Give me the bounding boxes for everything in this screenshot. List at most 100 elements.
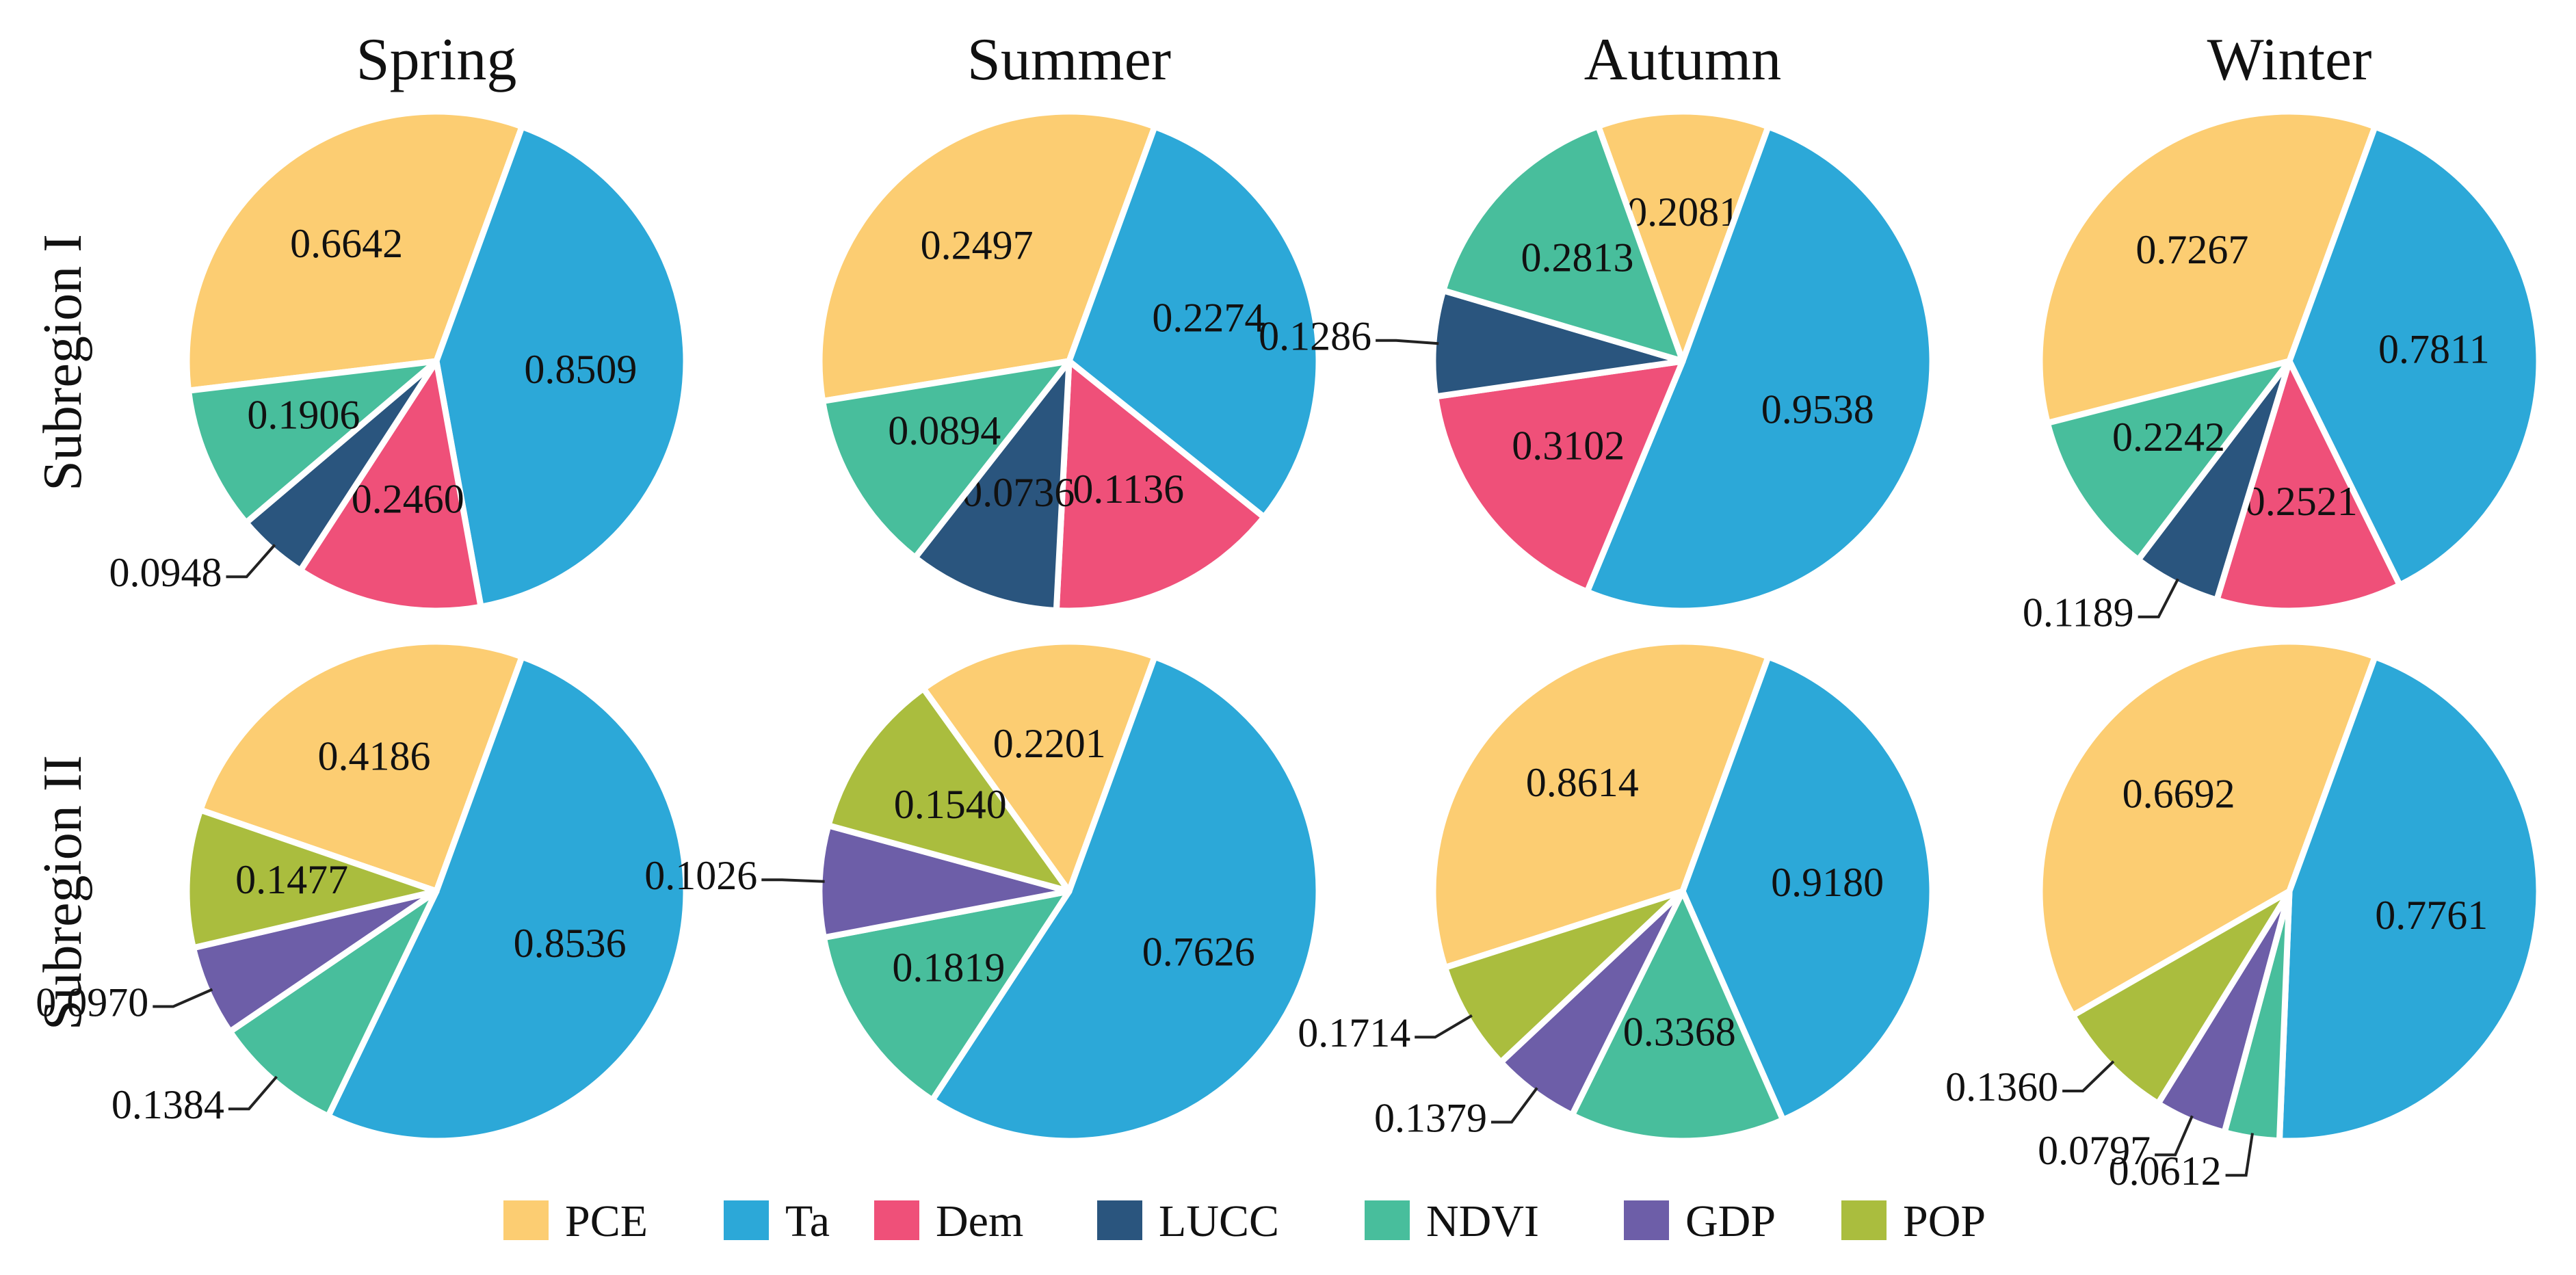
leader-line-gdp (153, 988, 213, 1008)
leader-line-lucc (2138, 578, 2179, 618)
slice-label-pce: 0.2497 (921, 223, 1034, 268)
column-title-winter: Winter (2207, 27, 2372, 93)
pie-subregion-i-winter: 0.7267 0.7811 0.2521 0.1189 0.2242 (2023, 108, 2542, 635)
slice-ta (433, 123, 689, 610)
slice-ndvi (819, 358, 1073, 561)
slice-label-ndvi: 0.0894 (888, 408, 1001, 453)
slice-ndvi (820, 888, 1073, 1103)
leader-line-gdp (761, 878, 825, 883)
slice-label-ta: 0.8536 (514, 921, 627, 966)
slice-ndvi (1440, 122, 1686, 365)
slice-ndvi (2044, 358, 2293, 563)
leader-line-ndvi (228, 1075, 278, 1111)
legend-swatch-gdp (1624, 1200, 1669, 1240)
leader-line-lucc (226, 544, 276, 579)
slice-dem (1053, 358, 1267, 614)
slice-label-ndvi: 0.1819 (892, 945, 1005, 990)
slice-label-ndvi: 0.1384 (111, 1082, 224, 1127)
slice-label-dem: 0.3102 (1512, 423, 1625, 469)
slice-pce (816, 108, 1158, 404)
slice-ta (2276, 653, 2542, 1144)
legend-swatch-lucc (1097, 1200, 1142, 1240)
slice-pop (825, 685, 1073, 895)
leader-line-gdp (1491, 1087, 1538, 1124)
slice-label-pce: 0.2201 (993, 721, 1106, 766)
slice-label-ta: 0.9538 (1761, 387, 1874, 432)
slice-ndvi (1568, 888, 1787, 1144)
slice-label-pce: 0.2081 (1627, 189, 1739, 235)
slice-label-pce: 0.6692 (2122, 771, 2235, 816)
slice-label-ndvi: 0.1906 (247, 392, 360, 437)
slice-dem (1432, 358, 1686, 595)
slice-label-ta: 0.9180 (1771, 860, 1884, 905)
leader-line-pop (1415, 1014, 1473, 1039)
legend-item-gdp: GDP (1624, 1196, 1776, 1246)
leader-line-pop (2062, 1060, 2115, 1092)
leader-line-gdp (2155, 1115, 2194, 1157)
legend-label-dem: Dem (936, 1196, 1023, 1246)
pie-subregion-ii-summer: 0.2201 0.7626 0.1819 0.1026 0.1540 (644, 638, 1322, 1144)
pie-subregion-i-autumn: 0.2081 0.9538 0.3102 0.1286 0.2813 (1259, 108, 1936, 614)
slice-label-gdp: 0.1026 (644, 853, 757, 898)
slice-label-gdp: 0.0797 (2038, 1128, 2151, 1173)
slice-pce (183, 108, 525, 394)
slice-label-ta: 0.7626 (1142, 930, 1255, 975)
legend-item-lucc: LUCC (1097, 1196, 1279, 1246)
legend-label-ndvi: NDVI (1426, 1196, 1539, 1246)
legend-item-ta: Ta (724, 1196, 830, 1246)
slice-label-ta: 0.7811 (2378, 326, 2490, 371)
pies-group: 0.6642 0.8509 0.2460 0.0948 0.1906 0.2497 0.22… (36, 108, 2542, 1194)
pie-subregion-i-spring: 0.6642 0.8509 0.2460 0.0948 0.1906 (109, 108, 689, 614)
slice-label-pce: 0.4186 (318, 734, 431, 779)
row-title-subregion-i: Subregion I (33, 234, 93, 491)
slice-pce (197, 638, 525, 895)
slice-label-lucc: 0.1189 (2023, 590, 2134, 635)
legend-swatch-dem (874, 1200, 919, 1240)
slice-ta (2286, 123, 2542, 588)
legend-item-dem: Dem (874, 1196, 1023, 1246)
slice-dem (297, 358, 484, 614)
slice-label-ta: 0.7761 (2375, 893, 2488, 938)
slice-ta (929, 653, 1322, 1144)
slice-ta (1066, 123, 1322, 521)
pie-subregion-ii-autumn: 0.8614 0.9180 0.3368 0.1379 0.1714 (1298, 638, 1936, 1144)
legend-label-pop: POP (1903, 1196, 1986, 1246)
slice-label-lucc: 0.1286 (1259, 313, 1371, 358)
legend-swatch-pop (1841, 1200, 1887, 1240)
slice-ta (1583, 123, 1936, 614)
column-title-spring: Spring (356, 27, 517, 93)
legend-label-pce: PCE (565, 1196, 648, 1246)
column-title-summer: Summer (967, 27, 1171, 93)
slice-dem (2213, 358, 2403, 614)
legend-label-lucc: LUCC (1159, 1196, 1279, 1246)
slice-ta (325, 653, 689, 1144)
legend-item-pce: PCE (503, 1196, 648, 1246)
legend-swatch-ndvi (1365, 1200, 1410, 1240)
column-title-autumn: Autumn (1584, 27, 1781, 93)
slice-pce (2036, 638, 2378, 1019)
slice-label-lucc: 0.0948 (109, 550, 222, 595)
slice-label-pop: 0.1714 (1298, 1010, 1410, 1055)
slice-label-ndvi: 0.2813 (1521, 235, 1634, 280)
legend-label-ta: Ta (785, 1196, 830, 1246)
slice-lucc (912, 358, 1073, 614)
slice-label-pop: 0.1477 (235, 857, 348, 902)
legend-item-pop: POP (1841, 1196, 1986, 1246)
pie-subregion-ii-spring: 0.4186 0.8536 0.1384 0.0970 0.1477 (36, 638, 689, 1144)
slice-label-ta: 0.8509 (524, 347, 637, 392)
legend-swatch-ta (724, 1200, 769, 1240)
slice-label-pce: 0.7267 (2135, 227, 2248, 272)
slice-pce (2036, 108, 2378, 426)
slice-label-dem: 0.1136 (1073, 466, 1184, 512)
legend: PCE Ta Dem LUCC NDVI GDP POP (503, 1196, 1986, 1246)
slice-label-ta: 0.2274 (1152, 295, 1265, 341)
legend-swatch-pce (503, 1200, 549, 1240)
slice-label-dem: 0.2460 (352, 476, 464, 521)
slice-label-pop: 0.1540 (894, 782, 1007, 827)
slice-label-pce: 0.8614 (1526, 760, 1639, 805)
slice-label-ndvi: 0.2242 (2112, 415, 2225, 460)
slice-label-pop: 0.1360 (1945, 1064, 2058, 1109)
